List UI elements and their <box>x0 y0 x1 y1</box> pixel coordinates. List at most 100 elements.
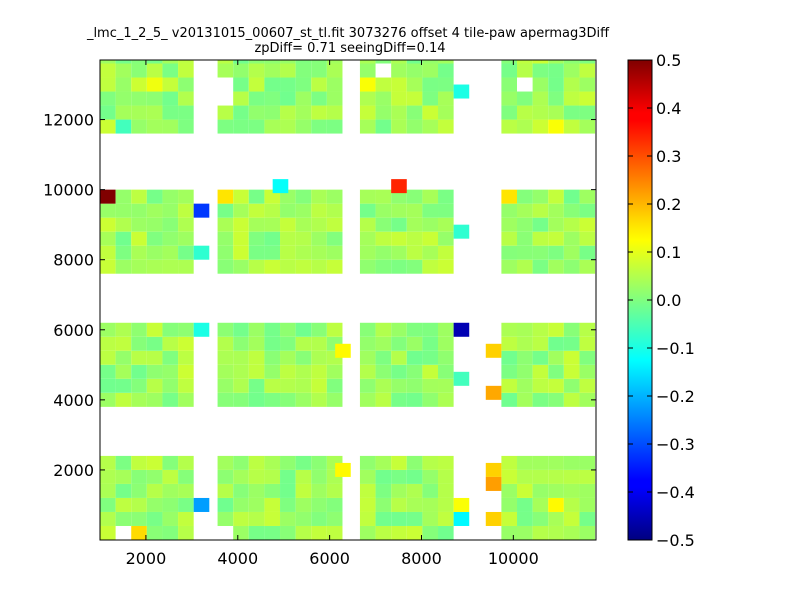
heatmap-cell <box>563 60 580 64</box>
heatmap-cell <box>422 469 439 484</box>
heatmap-cell <box>233 469 249 484</box>
heatmap-cell <box>326 392 343 407</box>
heatmap-cell <box>178 322 194 337</box>
heatmap-cell <box>146 497 163 512</box>
heatmap-cell <box>264 91 281 106</box>
heatmap-cell <box>517 91 533 106</box>
x-axis-ticks: 2000 4000 6000 8000 10000 <box>126 60 539 568</box>
heatmap-cell <box>311 469 327 484</box>
heatmap-cell <box>375 378 392 393</box>
heatmap-cell <box>406 217 423 232</box>
heatmap-cell <box>162 455 179 470</box>
heatmap-cell <box>295 77 312 92</box>
heatmap-cell <box>131 203 147 218</box>
heatmap-cell <box>162 60 179 64</box>
heatmap-cell-outlier <box>193 245 210 260</box>
heatmap-cell <box>422 245 439 260</box>
heatmap-cell <box>115 217 132 232</box>
heatmap-cell <box>406 469 423 484</box>
heatmap-cell <box>311 217 327 232</box>
heatmap-cell <box>422 91 439 106</box>
heatmap-cell <box>422 378 439 393</box>
heatmap-cell-outlier <box>453 497 470 512</box>
heatmap-cell <box>548 497 564 512</box>
heatmap-cell <box>391 217 407 232</box>
heatmap-cell <box>233 392 249 407</box>
heatmap-cell <box>217 105 234 120</box>
heatmap-cell <box>131 364 147 379</box>
heatmap-cell <box>563 189 580 204</box>
colorbar-ticks: −0.5 −0.4 −0.3 −0.2 −0.1 0.0 0.1 0.2 0.3 0.4 0.5 <box>628 51 695 550</box>
heatmap-cell <box>563 483 580 498</box>
heatmap-cell <box>438 63 454 78</box>
heatmap-cell <box>579 455 596 470</box>
heatmap-cell <box>248 392 265 407</box>
heatmap-cell <box>264 336 281 351</box>
heatmap-cell <box>391 119 407 134</box>
heatmap-cell <box>131 63 147 78</box>
heatmap-cell <box>146 245 163 260</box>
heatmap-cell <box>233 245 249 260</box>
axes-frame <box>99 59 597 541</box>
heatmap-cell <box>501 483 517 498</box>
heatmap-cell <box>579 91 596 106</box>
heatmap-cell <box>280 119 296 134</box>
heatmap-cell <box>579 105 596 120</box>
heatmap-cell <box>115 483 132 498</box>
heatmap-cell <box>375 231 392 246</box>
heatmap-cell <box>517 63 533 78</box>
heatmap-cell <box>264 63 281 78</box>
heatmap-cell <box>248 60 265 64</box>
heatmap-cell <box>422 189 439 204</box>
heatmap-cell <box>438 364 454 379</box>
heatmap-cell <box>406 336 423 351</box>
heatmap-cell <box>579 245 596 260</box>
colorbar-tick-label: 0.0 <box>656 291 681 310</box>
heatmap-cell-outlier <box>485 511 502 526</box>
heatmap-cell <box>532 483 549 498</box>
heatmap-cell <box>162 119 179 134</box>
heatmap-cell <box>548 350 564 365</box>
heatmap-cell <box>100 364 116 379</box>
heatmap-cell <box>146 105 163 120</box>
heatmap-cell <box>422 60 439 64</box>
heatmap-cell <box>517 455 533 470</box>
heatmap-cell <box>563 259 580 274</box>
heatmap-cell <box>438 469 454 484</box>
heatmap-cell-outlier <box>453 322 470 337</box>
heatmap-cells <box>100 60 596 540</box>
heatmap-cell <box>391 91 407 106</box>
heatmap-cell <box>517 497 533 512</box>
heatmap-cell <box>326 203 343 218</box>
heatmap-cell <box>264 203 281 218</box>
heatmap-cell <box>280 525 296 540</box>
heatmap-cell <box>375 245 392 260</box>
heatmap-cell <box>375 497 392 512</box>
heatmap-cell <box>579 483 596 498</box>
heatmap-cell <box>563 63 580 78</box>
heatmap-cell <box>115 350 132 365</box>
heatmap-cell <box>295 322 312 337</box>
heatmap-cell <box>438 497 454 512</box>
heatmap-cell <box>375 77 392 92</box>
heatmap-cell <box>178 350 194 365</box>
heatmap-cell <box>391 455 407 470</box>
heatmap-cell <box>406 350 423 365</box>
heatmap-cell <box>326 119 343 134</box>
heatmap-cell <box>217 350 234 365</box>
heatmap-cell <box>391 483 407 498</box>
heatmap-cell <box>311 119 327 134</box>
heatmap-cell <box>100 105 116 120</box>
heatmap-cell <box>501 217 517 232</box>
heatmap-cell <box>178 119 194 134</box>
heatmap-cell <box>280 392 296 407</box>
heatmap-cell <box>579 336 596 351</box>
heatmap-cell <box>146 203 163 218</box>
chart-title-line-2: zpDiff= 0.71 seeingDiff=0.14 <box>254 41 445 56</box>
heatmap-cell <box>532 497 549 512</box>
heatmap-cell <box>162 525 179 540</box>
heatmap-cell <box>501 203 517 218</box>
heatmap-cell <box>548 483 564 498</box>
heatmap-cell <box>359 378 376 393</box>
heatmap-cell <box>326 63 343 78</box>
